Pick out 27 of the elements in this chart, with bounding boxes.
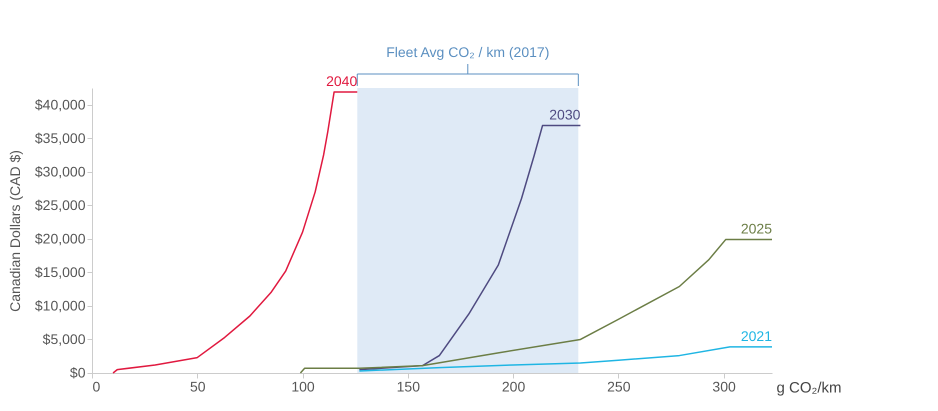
- y-tick-label: $35,000: [34, 130, 86, 146]
- line-series: [358, 346, 773, 372]
- line-series: [112, 91, 358, 374]
- y-tick-label: $15,000: [34, 264, 86, 280]
- x-tick-label: 250: [607, 378, 631, 394]
- y-tick-label: $10,000: [34, 297, 86, 314]
- y-tick-label: $25,000: [34, 196, 86, 213]
- series-label: 2021: [740, 328, 772, 344]
- y-tick-label: $40,000: [34, 96, 86, 112]
- x-tick-label: 200: [502, 378, 526, 394]
- line-series: [358, 124, 582, 370]
- y-tick-label: $5,000: [42, 330, 86, 347]
- x-tick-label: 300: [712, 378, 736, 394]
- series-label: 2025: [740, 220, 772, 237]
- x-tick-label: 0: [92, 378, 100, 394]
- y-tick-label: $20,000: [34, 230, 86, 246]
- y-tick-label: $0: [70, 364, 86, 380]
- x-tick-label: 100: [291, 378, 315, 394]
- band-label: Fleet Avg CO₂ / km (2017): [386, 44, 550, 60]
- x-tick-label: 50: [190, 378, 206, 394]
- line-series: [300, 238, 773, 374]
- x-axis-title: g CO₂/km: [776, 380, 842, 396]
- y-axis-title: Canadian Dollars (CAD $): [6, 150, 23, 312]
- series-label: 2030: [549, 106, 581, 123]
- y-tick-label: $30,000: [34, 163, 86, 180]
- series-label: 2040: [326, 73, 358, 90]
- x-tick-label: 150: [396, 378, 420, 394]
